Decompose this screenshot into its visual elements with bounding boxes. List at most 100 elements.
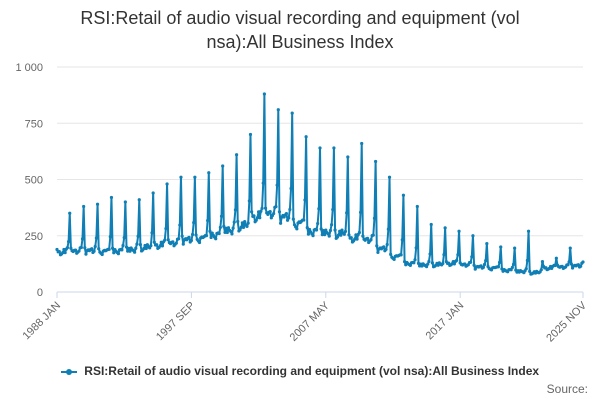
data-point[interactable]	[375, 244, 379, 248]
data-point[interactable]	[384, 247, 388, 252]
data-point[interactable]	[470, 255, 474, 259]
data-point[interactable]	[374, 159, 378, 164]
data-point[interactable]	[540, 260, 545, 264]
data-point[interactable]	[387, 175, 392, 179]
data-point[interactable]	[275, 183, 279, 187]
data-point[interactable]	[426, 262, 430, 266]
data-point[interactable]	[513, 246, 517, 250]
data-point[interactable]	[174, 241, 178, 245]
data-point[interactable]	[150, 231, 154, 235]
data-point[interactable]	[137, 198, 141, 202]
data-point[interactable]	[371, 233, 375, 237]
data-point[interactable]	[55, 247, 59, 252]
data-point[interactable]	[510, 265, 514, 270]
data-point[interactable]	[528, 269, 532, 273]
data-point[interactable]	[484, 259, 488, 263]
data-point[interactable]	[581, 260, 585, 264]
data-point[interactable]	[318, 146, 322, 150]
data-point[interactable]	[469, 260, 473, 264]
data-point[interactable]	[243, 220, 247, 224]
data-point[interactable]	[226, 226, 231, 230]
data-point[interactable]	[219, 214, 224, 218]
data-point[interactable]	[569, 262, 574, 266]
data-point[interactable]	[317, 207, 321, 211]
data-point[interactable]	[109, 195, 114, 200]
data-point[interactable]	[357, 230, 361, 235]
data-point[interactable]	[222, 224, 226, 228]
data-point[interactable]	[108, 235, 112, 239]
data-point[interactable]	[336, 233, 341, 237]
data-point[interactable]	[319, 227, 323, 231]
data-point[interactable]	[246, 221, 250, 225]
data-point[interactable]	[80, 237, 85, 241]
legend[interactable]: RSI:Retail of audio visual recording and…	[0, 364, 600, 378]
data-point[interactable]	[401, 193, 406, 197]
data-point[interactable]	[208, 229, 212, 233]
data-point[interactable]	[566, 263, 570, 267]
data-point[interactable]	[248, 132, 253, 137]
data-point[interactable]	[328, 228, 333, 233]
data-point[interactable]	[277, 210, 282, 214]
data-point[interactable]	[323, 233, 327, 237]
data-point[interactable]	[268, 210, 272, 214]
data-point[interactable]	[261, 181, 265, 185]
data-point[interactable]	[567, 260, 571, 264]
data-point[interactable]	[206, 218, 210, 223]
data-point[interactable]	[457, 229, 461, 233]
data-point[interactable]	[455, 258, 459, 262]
data-point[interactable]	[90, 247, 94, 251]
data-point[interactable]	[497, 260, 502, 264]
data-point[interactable]	[553, 263, 557, 268]
data-point[interactable]	[443, 226, 447, 230]
data-point[interactable]	[158, 244, 162, 248]
data-point[interactable]	[414, 246, 418, 250]
data-point[interactable]	[181, 242, 185, 246]
data-point[interactable]	[116, 252, 121, 256]
data-point[interactable]	[260, 206, 264, 211]
data-point[interactable]	[389, 252, 393, 256]
data-point[interactable]	[234, 153, 239, 157]
data-point[interactable]	[311, 234, 315, 238]
data-point[interactable]	[386, 227, 390, 231]
data-point[interactable]	[329, 223, 334, 227]
data-point[interactable]	[471, 234, 475, 238]
data-point[interactable]	[252, 214, 256, 218]
data-point[interactable]	[327, 234, 331, 238]
data-point[interactable]	[408, 263, 412, 267]
data-point[interactable]	[274, 205, 278, 209]
data-point[interactable]	[355, 237, 359, 241]
data-point[interactable]	[472, 263, 476, 267]
data-point[interactable]	[221, 164, 225, 168]
data-point[interactable]	[122, 236, 126, 240]
data-point[interactable]	[84, 252, 88, 256]
data-point[interactable]	[525, 258, 529, 263]
data-point[interactable]	[482, 262, 487, 267]
data-point[interactable]	[320, 233, 324, 237]
data-point[interactable]	[66, 240, 71, 244]
data-point[interactable]	[171, 240, 175, 244]
data-point[interactable]	[204, 234, 209, 238]
data-point[interactable]	[382, 245, 386, 249]
data-point[interactable]	[241, 225, 246, 229]
data-point[interactable]	[65, 246, 70, 250]
data-point[interactable]	[231, 226, 235, 230]
data-point[interactable]	[134, 246, 138, 250]
data-point[interactable]	[138, 243, 143, 247]
data-point[interactable]	[254, 218, 258, 222]
data-point[interactable]	[83, 246, 87, 250]
data-point[interactable]	[263, 206, 268, 210]
data-point[interactable]	[69, 246, 73, 250]
data-point[interactable]	[539, 268, 543, 272]
data-point[interactable]	[430, 261, 434, 265]
data-point[interactable]	[207, 171, 211, 175]
data-point[interactable]	[365, 236, 370, 240]
data-point[interactable]	[258, 216, 262, 220]
data-point[interactable]	[343, 229, 348, 234]
data-point[interactable]	[121, 243, 125, 248]
data-point[interactable]	[332, 146, 336, 150]
data-point[interactable]	[481, 265, 485, 269]
data-point[interactable]	[284, 212, 288, 216]
data-point[interactable]	[210, 231, 214, 235]
data-point[interactable]	[151, 191, 155, 195]
data-point[interactable]	[290, 111, 294, 115]
